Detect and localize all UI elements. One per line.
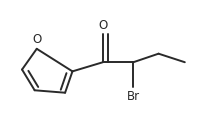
- Text: O: O: [98, 19, 108, 32]
- Text: O: O: [32, 33, 41, 46]
- Text: Br: Br: [127, 90, 140, 103]
